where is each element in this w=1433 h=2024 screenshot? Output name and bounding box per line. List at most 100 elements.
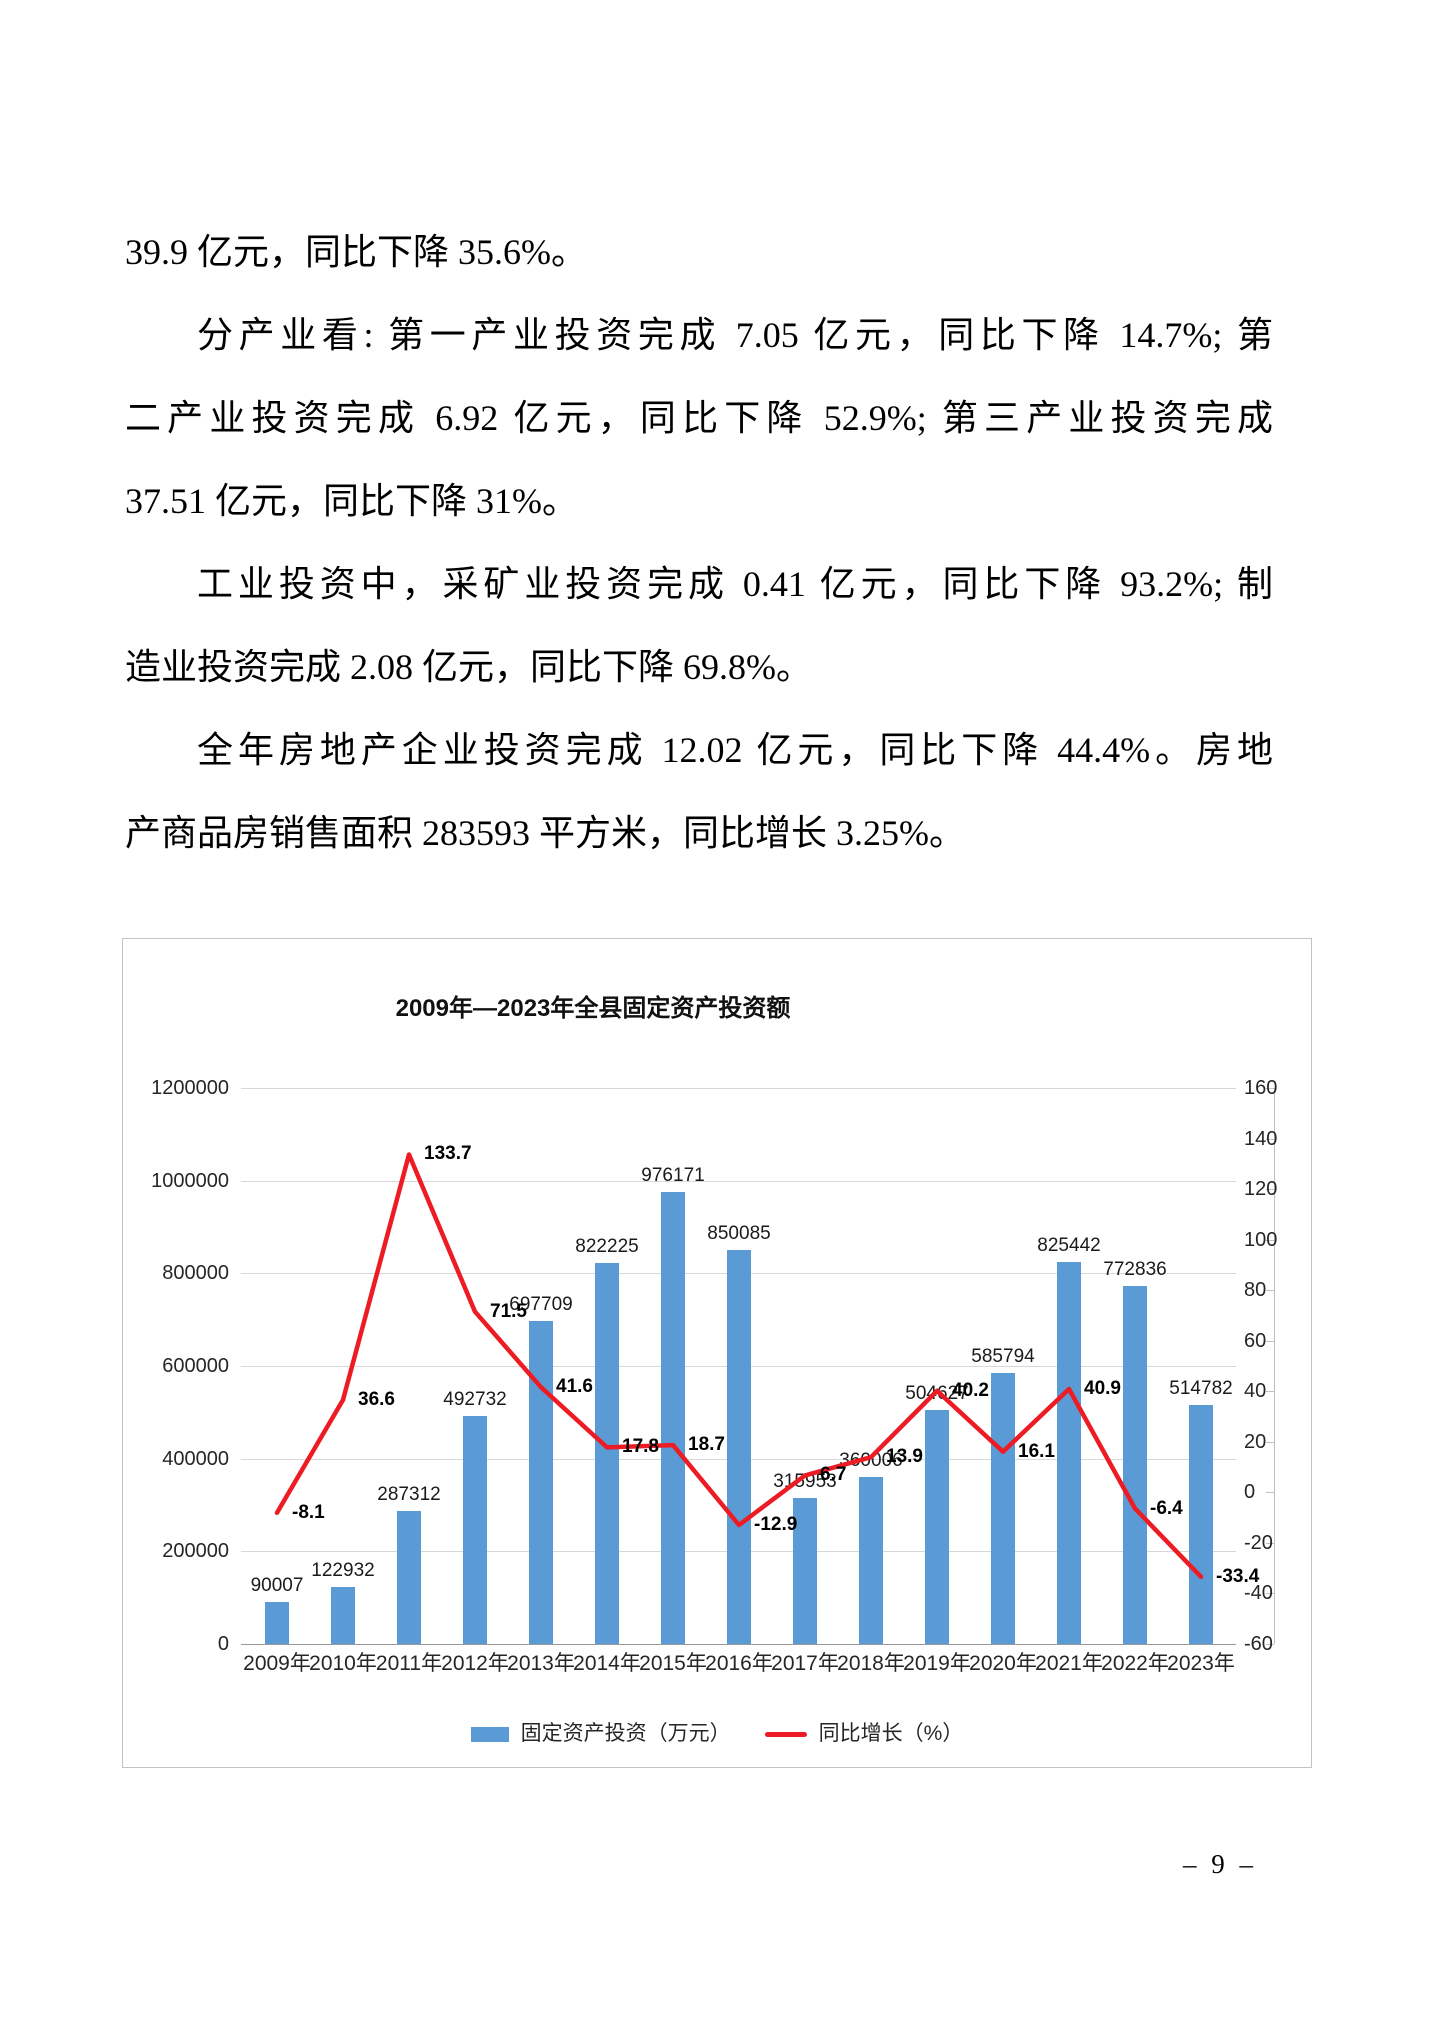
line-value-label: 71.5 <box>490 1300 527 1322</box>
left-axis-tick-label: 1200000 <box>151 1077 229 1099</box>
line-value-label: 40.9 <box>1084 1377 1121 1399</box>
line-value-label: 133.7 <box>424 1143 472 1165</box>
right-axis-tick <box>1266 1341 1274 1342</box>
gridline <box>241 1181 1236 1182</box>
chart-legend: 固定资产投资（万元） 同比增长（%） <box>123 1721 1311 1747</box>
x-axis-label: 2014年 <box>573 1652 641 1675</box>
x-axis-label: 2021年 <box>1035 1652 1103 1675</box>
bar-value-label: 822225 <box>575 1236 639 1258</box>
line-value-label: 40.2 <box>952 1379 989 1401</box>
right-axis-tick-label: -40 <box>1244 1582 1273 1605</box>
right-axis-tick <box>1266 1492 1274 1493</box>
right-axis-tick-label: 160 <box>1244 1077 1278 1099</box>
bar <box>463 1415 487 1644</box>
right-axis-tick <box>1266 1189 1274 1190</box>
x-axis-label: 2013年 <box>507 1652 575 1675</box>
right-axis-tick <box>1266 1240 1274 1241</box>
line-value-label: 13.9 <box>886 1446 923 1468</box>
x-axis-label: 2012年 <box>441 1652 509 1675</box>
line-value-label: -6.4 <box>1150 1497 1183 1519</box>
text-line: 37.51 亿元，同比下降 31%。 <box>125 481 578 521</box>
right-axis-tick <box>1266 1593 1274 1594</box>
legend-label-bars: 固定资产投资（万元） <box>520 1722 731 1745</box>
bar-value-label: 315953 <box>773 1470 837 1492</box>
right-axis-tick-label: 60 <box>1244 1329 1267 1352</box>
bar <box>331 1587 355 1644</box>
x-axis-line <box>241 1644 1236 1645</box>
x-axis-label: 2019年 <box>903 1652 971 1675</box>
bar-value-label: 772836 <box>1103 1258 1167 1280</box>
bar <box>727 1250 751 1644</box>
line-series-swatch <box>764 1731 807 1737</box>
line-value-label: 17.8 <box>622 1436 659 1458</box>
page-number: – 9 – <box>1183 1849 1257 1879</box>
text-line: 产商品房销售面积 283593 平方米，同比增长 3.25%。 <box>125 813 965 853</box>
right-axis-tick-label: -60 <box>1244 1633 1273 1655</box>
x-axis-label: 2011年 <box>375 1652 443 1675</box>
right-axis-tick-label: 20 <box>1244 1430 1267 1453</box>
bar-value-label: 122932 <box>311 1560 375 1582</box>
line-value-label: 6.7 <box>820 1464 847 1486</box>
line-value-label: -33.4 <box>1216 1565 1260 1587</box>
bar <box>859 1477 883 1644</box>
bar <box>1189 1405 1213 1644</box>
right-axis-tick <box>1266 1543 1274 1544</box>
right-axis-tick <box>1266 1139 1274 1140</box>
x-axis-label: 2017年 <box>771 1652 839 1675</box>
bar-value-label: 287312 <box>377 1483 441 1505</box>
investment-chart: 2009年—2023年全县固定资产投资额 固定资产投资（万元） 同比增长（%） … <box>122 938 1312 1768</box>
left-axis-tick-label: 400000 <box>162 1447 229 1470</box>
text-line: 39.9 亿元，同比下降 35.6%。 <box>125 232 587 272</box>
x-axis-label: 2010年 <box>309 1652 377 1675</box>
text-line: 工业投资中，采矿业投资完成 0.41 亿元，同比下降 93.2%; 制 <box>197 564 1273 604</box>
bar <box>1057 1261 1081 1644</box>
x-axis-label: 2023年 <box>1167 1652 1235 1675</box>
line-value-label: 36.6 <box>358 1388 395 1410</box>
bar-value-label: 825442 <box>1037 1234 1101 1256</box>
bar-value-label: 976171 <box>641 1164 705 1186</box>
bar-value-label: 514782 <box>1169 1378 1233 1400</box>
right-axis-tick-label: 140 <box>1244 1127 1278 1150</box>
body-text: 39.9 亿元，同比下降 35.6%。 分产业看: 第一产业投资完成 7.05 亿… <box>125 211 1273 875</box>
bar <box>925 1410 949 1644</box>
text-line: 二产业投资完成 6.92 亿元，同比下降 52.9%; 第三产业投资完成 <box>125 398 1273 438</box>
right-axis-line <box>1274 1088 1275 1644</box>
line-value-label: 18.7 <box>688 1434 725 1456</box>
left-axis-tick-label: 200000 <box>162 1540 229 1563</box>
right-axis-tick-label: 80 <box>1244 1279 1267 1302</box>
bar <box>595 1263 619 1644</box>
right-axis-tick-label: 100 <box>1244 1228 1278 1251</box>
bar-value-label: 850085 <box>707 1223 771 1245</box>
text-line: 造业投资完成 2.08 亿元，同比下降 69.8%。 <box>125 647 812 687</box>
line-value-label: 41.6 <box>556 1376 593 1398</box>
bar-series-swatch <box>470 1726 509 1742</box>
x-axis-label: 2009年 <box>243 1652 311 1675</box>
legend-item-bars: 固定资产投资（万元） <box>470 1721 731 1747</box>
right-axis-tick <box>1266 1088 1274 1089</box>
left-axis-tick-label: 800000 <box>162 1262 229 1285</box>
bar-value-label: 585794 <box>971 1345 1035 1367</box>
line-value-label: 16.1 <box>1018 1440 1055 1462</box>
bar-value-label: 492732 <box>443 1388 507 1410</box>
right-axis-tick-label: -20 <box>1244 1531 1273 1554</box>
chart-title: 2009年—2023年全县固定资产投资额 <box>395 995 791 1022</box>
right-axis-tick-label: 120 <box>1244 1178 1278 1201</box>
bar <box>529 1320 553 1644</box>
legend-item-line: 同比增长（%） <box>764 1721 964 1747</box>
legend-label-line: 同比增长（%） <box>818 1722 964 1745</box>
line-value-label: -8.1 <box>292 1501 325 1523</box>
left-axis-tick-label: 1000000 <box>151 1169 229 1192</box>
right-axis-tick <box>1266 1290 1274 1291</box>
left-axis-tick-label: 600000 <box>162 1355 229 1377</box>
line-value-label: -12.9 <box>754 1513 798 1535</box>
x-axis-label: 2016年 <box>705 1652 773 1675</box>
right-axis-tick <box>1266 1391 1274 1392</box>
right-axis-tick <box>1266 1442 1274 1443</box>
bar <box>991 1372 1015 1644</box>
bar <box>265 1602 289 1644</box>
x-axis-label: 2020年 <box>969 1652 1037 1675</box>
gridline <box>241 1088 1236 1089</box>
x-axis-label: 2022年 <box>1101 1652 1169 1675</box>
bar <box>397 1510 421 1644</box>
